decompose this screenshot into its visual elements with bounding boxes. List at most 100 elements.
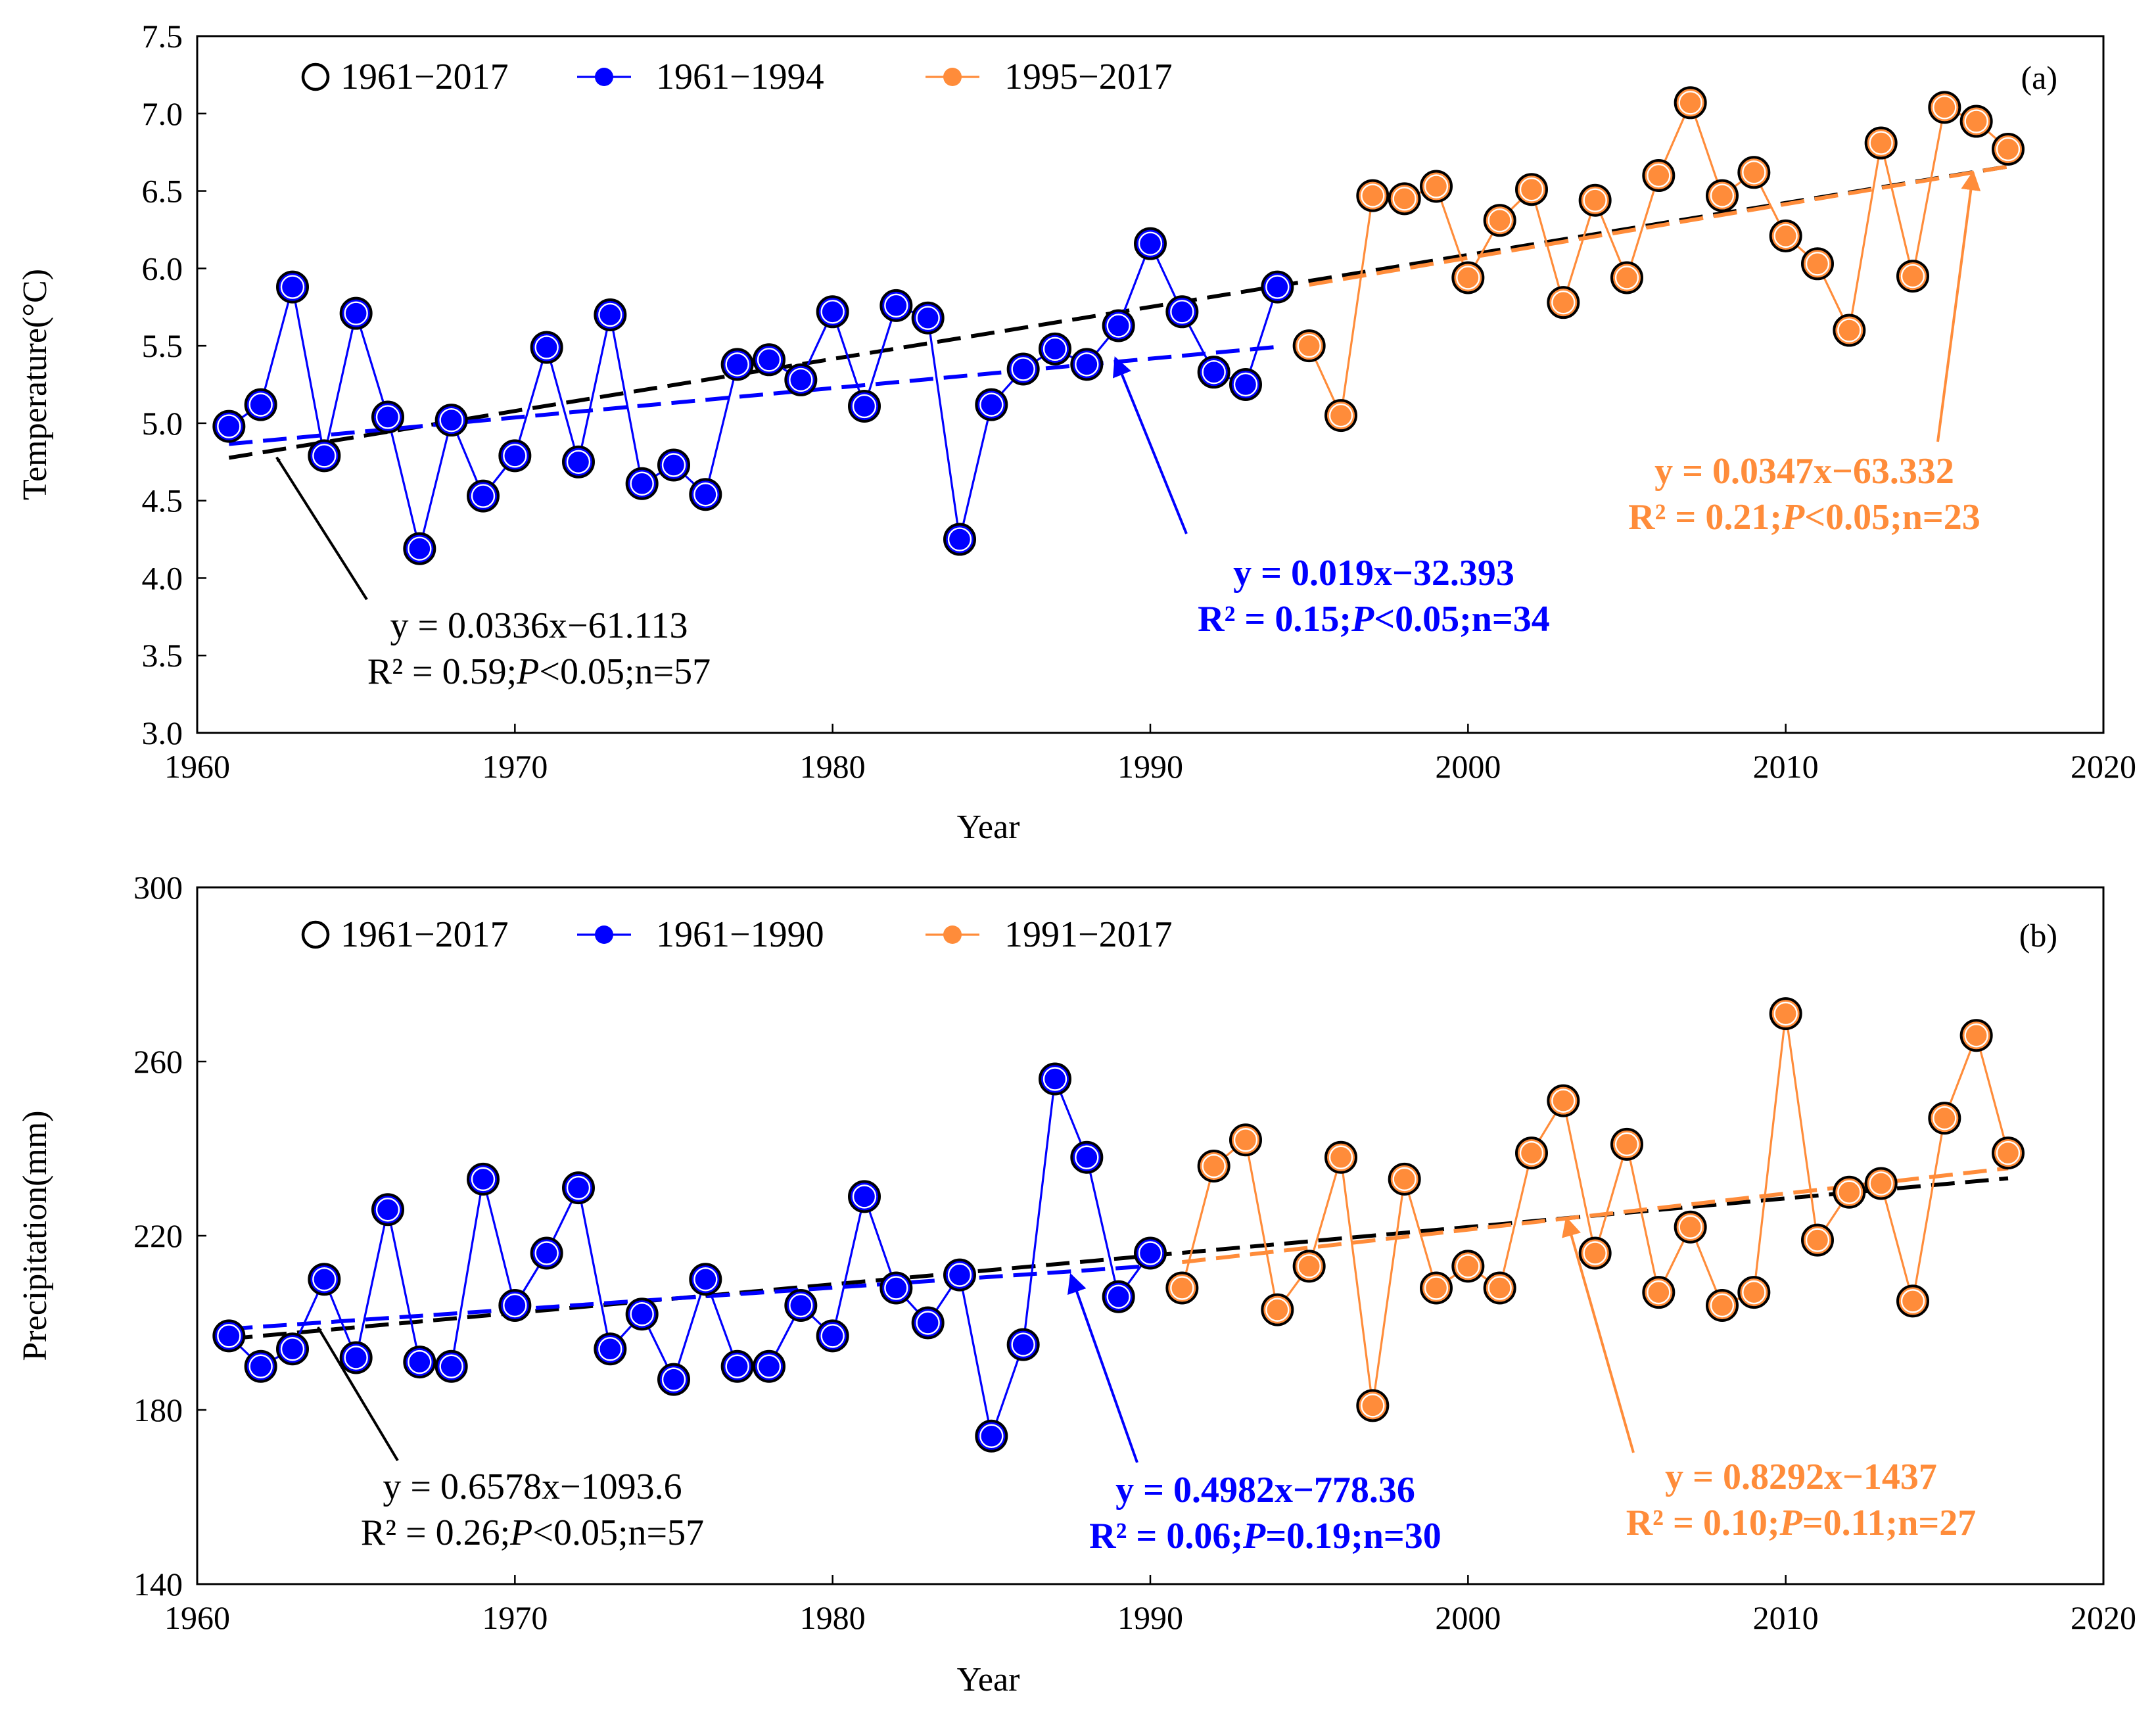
data-point-ring-1995 xyxy=(1297,333,1321,358)
regression-stats: R² = 0.15;P<0.05;n=34 xyxy=(1198,599,1550,640)
x-tick-label: 2000 xyxy=(1435,1599,1501,1636)
data-point-ring-2015 xyxy=(1933,1106,1957,1131)
stat-text: y = 0.4982x−778.36 xyxy=(1115,1470,1415,1510)
data-point-ring-1969 xyxy=(471,1167,496,1192)
legend-entry-1961-1990: 1961−1990 xyxy=(577,914,824,955)
data-point-ring-2013 xyxy=(1869,131,1893,155)
data-point-ring-1963 xyxy=(280,1337,305,1361)
stat-text: y = 0.019x−32.393 xyxy=(1233,553,1514,594)
data-point-ring-2010 xyxy=(1773,223,1798,248)
data-point-ring-1996 xyxy=(1328,403,1353,428)
data-point-ring-1984 xyxy=(947,527,972,551)
legend-marker xyxy=(595,68,613,86)
data-point-ring-1965 xyxy=(344,301,368,325)
data-point-ring-1990 xyxy=(1138,1241,1163,1265)
data-point-ring-2005 xyxy=(1614,1132,1639,1157)
data-point-ring-1988 xyxy=(1075,1145,1099,1169)
data-point-ring-2016 xyxy=(1964,1023,1988,1048)
data-point-ring-1973 xyxy=(598,1337,622,1361)
data-point-ring-1991 xyxy=(1170,1276,1194,1300)
data-point-ring-1964 xyxy=(312,1267,337,1292)
data-point-ring-2003 xyxy=(1551,1089,1576,1113)
data-point-ring-2001 xyxy=(1488,1276,1512,1300)
data-point-ring-2011 xyxy=(1805,1228,1830,1252)
data-point-ring-1978 xyxy=(757,348,782,372)
y-tick-label: 300 xyxy=(133,869,183,906)
data-point-ring-1969 xyxy=(471,484,496,508)
stat-text: R² = 0.26; xyxy=(361,1512,510,1553)
data-point-ring-2010 xyxy=(1773,1001,1798,1026)
annotation-arrow xyxy=(1067,1273,1138,1463)
series-points-1961-1994 xyxy=(212,227,1294,565)
regression-stats: R² = 0.26;P<0.05;n=57 xyxy=(361,1512,704,1553)
data-point-ring-1974 xyxy=(630,1302,654,1326)
legend-entry-1961-1994: 1961−1994 xyxy=(577,57,824,97)
legend-label: 1961−1994 xyxy=(656,57,824,97)
data-point-ring-2008 xyxy=(1710,183,1735,208)
y-tick-label: 260 xyxy=(133,1043,183,1080)
data-point-ring-1979 xyxy=(789,1293,813,1318)
y-tick-label: 6.0 xyxy=(142,250,183,287)
regression-equation: y = 0.6578x−1093.6 xyxy=(383,1466,682,1507)
plot-frame xyxy=(196,886,2105,1585)
p-symbol: P xyxy=(1781,497,1805,538)
data-point-ring-1979 xyxy=(789,367,813,392)
panel-label: (a) xyxy=(2021,59,2058,96)
stat-text: =0.11;n=27 xyxy=(1802,1503,1977,1543)
stat-text: R² = 0.06; xyxy=(1089,1516,1243,1557)
data-point-ring-2017 xyxy=(1996,137,2021,162)
series-points-1991-2017 xyxy=(1165,997,2025,1422)
regression-equation: y = 0.0336x−61.113 xyxy=(390,605,688,646)
legend: 1961−2017 1961−1994 1995−2017 xyxy=(301,57,1173,97)
x-tick-label: 1970 xyxy=(482,1599,548,1636)
x-axis-label: Year xyxy=(957,1661,1020,1698)
legend-marker xyxy=(301,62,330,91)
data-point-ring-2014 xyxy=(1900,264,1925,289)
legend-label: 1961−1990 xyxy=(656,914,824,955)
data-point-ring-1972 xyxy=(566,1175,591,1200)
data-point-ring-1992 xyxy=(1202,360,1226,385)
data-point-ring-1961 xyxy=(217,414,241,438)
y-tick-label: 5.0 xyxy=(142,405,183,442)
x-tick-label: 2010 xyxy=(1753,1599,1819,1636)
legend: 1961−2017 1961−1990 1991−2017 xyxy=(301,914,1173,955)
data-point-ring-1987 xyxy=(1043,337,1067,362)
x-tick-label: 1960 xyxy=(164,748,230,785)
data-point-ring-2001 xyxy=(1488,208,1512,233)
data-point-ring-1981 xyxy=(852,394,877,419)
x-axis-label: Year xyxy=(957,808,1020,846)
annotation-arrow xyxy=(316,1326,399,1462)
data-point-ring-2006 xyxy=(1647,1280,1671,1305)
data-point-ring-2011 xyxy=(1805,252,1830,276)
legend-label: 1961−2017 xyxy=(340,57,509,97)
data-point-ring-2002 xyxy=(1519,1140,1544,1165)
trendline-1961-2017-trend xyxy=(229,1176,2009,1341)
regression-equation: y = 0.8292x−1437 xyxy=(1665,1457,1937,1497)
data-point-ring-1997 xyxy=(1361,183,1385,208)
stat-text: R² = 0.15; xyxy=(1198,599,1351,640)
stat-text: <0.05;n=57 xyxy=(539,651,711,692)
stat-text: =0.19;n=30 xyxy=(1265,1516,1441,1557)
stat-text: <0.05;n=23 xyxy=(1804,497,1980,538)
stat-text: y = 0.6578x−1093.6 xyxy=(383,1466,682,1507)
stat-text: R² = 0.21; xyxy=(1628,497,1782,538)
y-tick-label: 180 xyxy=(133,1392,183,1428)
stat-text: y = 0.0347x−63.332 xyxy=(1654,451,1954,492)
temperature-panel: 3.0 3.5 4.0 4.5 5.0 5.5 6.0 6.5 7.0 7.5 1960 1970 19… xyxy=(16,18,2136,846)
x-tick-label: 1960 xyxy=(164,1599,230,1636)
regression-annotation-2: y = 0.4982x−778.36 R² = 0.06;P=0.19;n=30 xyxy=(1067,1273,1441,1557)
data-point-ring-2008 xyxy=(1710,1293,1735,1318)
data-point-ring-2003 xyxy=(1551,290,1576,315)
data-point-ring-2016 xyxy=(1964,109,1988,133)
data-point-ring-1977 xyxy=(725,1354,749,1378)
regression-equation: y = 0.0347x−63.332 xyxy=(1654,451,1954,492)
stat-text: y = 0.0336x−61.113 xyxy=(390,605,688,646)
x-tick-label: 1980 xyxy=(800,748,866,785)
y-tick-label: 3.5 xyxy=(142,637,183,674)
legend-label: 1991−2017 xyxy=(1004,914,1173,955)
regression-equation: y = 0.019x−32.393 xyxy=(1233,553,1514,594)
data-point-ring-1968 xyxy=(439,1354,463,1378)
legend-entry-1961-2017: 1961−2017 xyxy=(301,914,509,955)
y-tick-label: 7.5 xyxy=(142,18,183,55)
annotation-arrow xyxy=(275,456,368,601)
